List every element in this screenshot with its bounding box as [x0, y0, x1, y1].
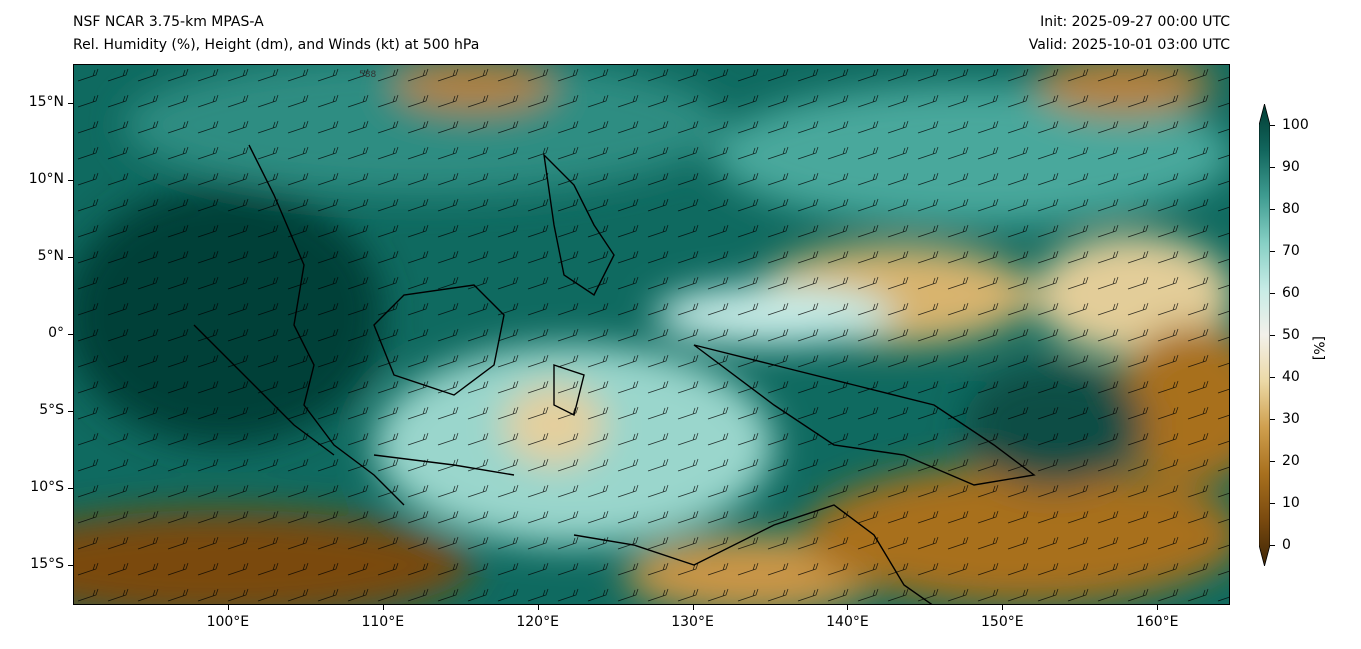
colorbar-tick-mark: [1270, 461, 1275, 462]
model-title: NSF NCAR 3.75-km MPAS-A: [73, 14, 264, 30]
lat-tick-label: 10°S: [30, 478, 64, 495]
lon-tick-mark: [1157, 605, 1159, 610]
lat-tick-label: 10°N: [28, 170, 64, 187]
lat-tick-label: 5°N: [37, 247, 64, 264]
lat-tick-mark: [68, 102, 73, 104]
colorbar-tick-mark: [1270, 335, 1275, 336]
lon-tick-mark: [692, 605, 694, 610]
lat-tick-label: 15°S: [30, 555, 64, 572]
lon-tick-label: 130°E: [671, 614, 714, 630]
contour-label: 588: [359, 70, 376, 80]
coastlines: [193, 144, 1036, 604]
lat-tick-mark: [68, 410, 73, 412]
lat-tick-mark: [68, 487, 73, 489]
lat-tick-mark: [68, 256, 73, 258]
map-field: 588: [74, 65, 1229, 604]
colorbar-tick-mark: [1270, 209, 1275, 210]
lon-tick-mark: [382, 605, 384, 610]
colorbar-tick-label: 40: [1282, 369, 1300, 385]
lon-tick-label: 120°E: [516, 614, 559, 630]
colorbar-tick-label: 100: [1282, 117, 1309, 133]
colorbar-tick-label: 10: [1282, 495, 1300, 511]
lon-tick-mark: [227, 605, 229, 610]
lat-tick-mark: [68, 564, 73, 566]
colorbar-tick-mark: [1270, 377, 1275, 378]
colorbar-tick-mark: [1270, 125, 1275, 126]
colorbar-tick-label: 80: [1282, 201, 1300, 217]
colorbar-tick-label: 90: [1282, 159, 1300, 175]
colorbar-tick-mark: [1270, 503, 1275, 504]
lon-tick-label: 150°E: [981, 614, 1024, 630]
colorbar-tick-label: 70: [1282, 243, 1300, 259]
colorbar-unit: [%]: [1310, 336, 1326, 361]
lon-tick-label: 110°E: [361, 614, 405, 630]
valid-time: Valid: 2025-10-01 03:00 UTC: [1028, 37, 1230, 53]
lat-tick-label: 0°: [48, 324, 64, 341]
colorbar-tick-label: 20: [1282, 453, 1300, 469]
init-time: Init: 2025-09-27 00:00 UTC: [1040, 14, 1230, 30]
colorbar-tick-label: 50: [1282, 327, 1300, 343]
lon-tick-mark: [847, 605, 849, 610]
colorbar-tick-label: 30: [1282, 411, 1300, 427]
colorbar-tick-mark: [1270, 545, 1275, 546]
lon-tick-label: 100°E: [206, 614, 250, 630]
lon-tick-label: 160°E: [1135, 614, 1179, 630]
lat-tick-mark: [68, 333, 73, 335]
lon-tick-label: 140°E: [826, 614, 869, 630]
lat-tick-mark: [68, 179, 73, 181]
colorbar-tick-label: 0: [1282, 537, 1291, 553]
colorbar-tick-mark: [1270, 251, 1275, 252]
lon-tick-mark: [1002, 605, 1004, 610]
colorbar-tick-mark: [1270, 293, 1275, 294]
colorbar-tick-mark: [1270, 419, 1275, 420]
wind-barbs: [74, 65, 1229, 604]
lon-tick-mark: [537, 605, 539, 610]
colorbar: [1259, 104, 1270, 566]
colorbar-tick-mark: [1270, 167, 1275, 168]
field-title: Rel. Humidity (%), Height (dm), and Wind…: [73, 37, 480, 53]
lat-tick-label: 15°N: [28, 93, 64, 110]
humidity-map: 588: [73, 64, 1230, 605]
lat-tick-label: 5°S: [39, 401, 64, 418]
colorbar-tick-label: 60: [1282, 285, 1300, 301]
